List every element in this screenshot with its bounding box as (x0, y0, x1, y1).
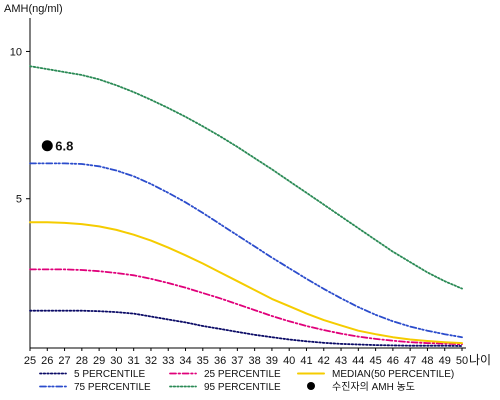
x-tick-label: 30 (110, 355, 122, 367)
x-tick-label: 35 (197, 355, 209, 367)
x-tick-label: 36 (214, 355, 226, 367)
y-tick-label: 10 (10, 46, 22, 58)
x-tick-label: 42 (318, 355, 330, 367)
x-tick-label: 40 (283, 355, 295, 367)
x-tick-label: 47 (404, 355, 416, 367)
y-tick-label: 5 (16, 194, 22, 206)
series-line-2 (29, 268, 463, 346)
x-tick-label: 33 (162, 355, 174, 367)
x-tick-label: 46 (387, 355, 399, 367)
x-tick-label: 25 (24, 355, 36, 367)
series-line-3 (29, 221, 463, 345)
x-tick-label: 32 (145, 355, 157, 367)
x-tick-label: 41 (300, 355, 312, 367)
x-tick-label: 48 (421, 355, 433, 367)
x-tick-label: 37 (231, 355, 243, 367)
patient-value-label: 6.8 (55, 139, 73, 154)
series-line-1 (29, 309, 463, 347)
x-tick-label: 49 (439, 355, 451, 367)
x-ticks: 25 26 27 28 29 30 31 32 33 34 35 36 37 38 39 40 41 42 43 44… (24, 348, 468, 367)
x-tick-label: 38 (249, 355, 261, 367)
x-axis-label: 나이 (469, 353, 491, 367)
x-tick-label: 27 (58, 355, 70, 367)
x-tick-label: 31 (128, 355, 140, 367)
x-tick-label: 45 (369, 355, 381, 367)
patient-point (41, 140, 53, 152)
x-tick-label: 29 (93, 355, 105, 367)
x-tick-label: 39 (266, 355, 278, 367)
legend-label-2: 25 PERCENTILE (204, 369, 281, 380)
legend-label-5: 95 PERCENTILE (204, 382, 281, 393)
legend-swatch-patient (307, 382, 315, 390)
x-tick-label: 43 (335, 355, 347, 367)
axes (29, 18, 466, 349)
x-tick-label: 28 (76, 355, 88, 367)
legend-label-3: MEDIAN(50 PERCENTILE) (332, 369, 454, 380)
y-axis-label: AMH(ng/ml) (4, 3, 63, 15)
legend-label-patient: 수진자의 AMH 농도 (332, 381, 415, 393)
x-tick-label: 34 (179, 355, 191, 367)
x-tick-label: 26 (41, 355, 53, 367)
x-tick-label: 44 (352, 355, 364, 367)
series-line-4 (29, 162, 463, 339)
legend-label-4: 75 PERCENTILE (74, 382, 151, 393)
series-lines (29, 65, 463, 347)
legend: 5 PERCENTILE 75 PERCENTILE 25 PERCENTILE 95… (39, 369, 454, 393)
patient-marker: 6.8 (41, 139, 73, 154)
series-line-5 (29, 65, 463, 290)
y-ticks: 5 10 (10, 46, 30, 206)
legend-label-1: 5 PERCENTILE (74, 369, 145, 380)
x-tick-label: 50 (456, 355, 468, 367)
